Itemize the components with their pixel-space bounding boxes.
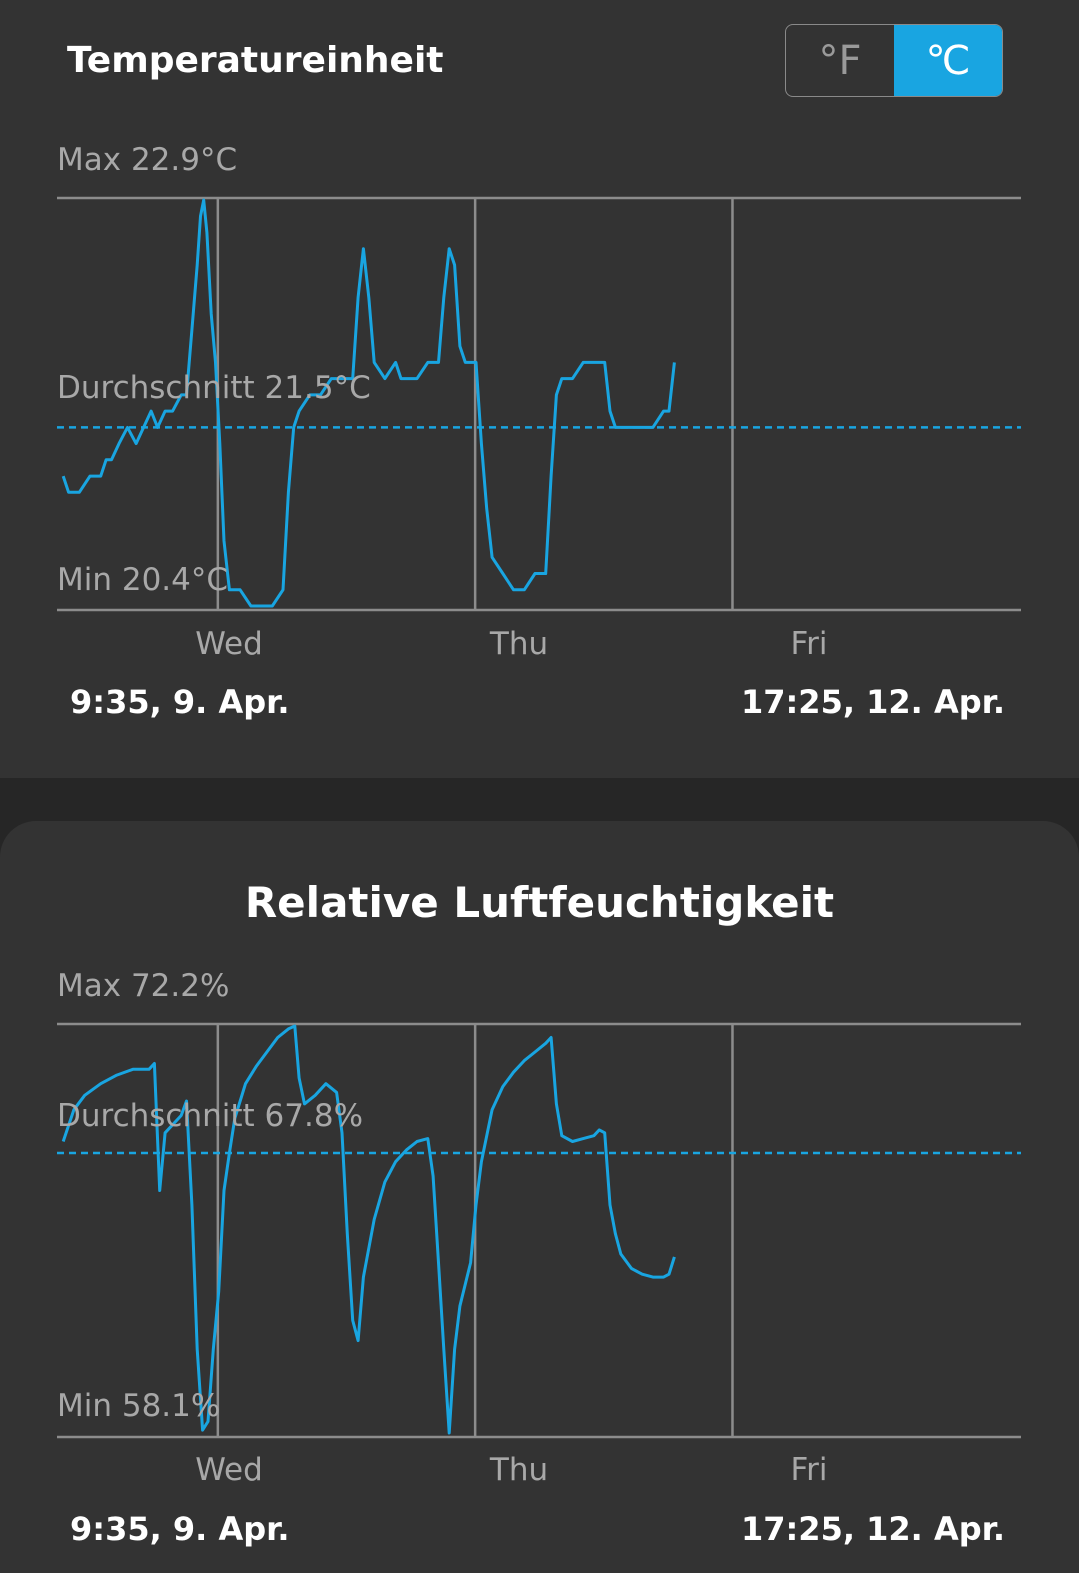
humidity-max-label: Max 72.2% <box>57 968 230 1004</box>
humidity-day-thu: Thu <box>489 1452 549 1488</box>
temperature-title: Temperatureinheit <box>67 40 444 81</box>
humidity-range-end: 17:25, 12. Apr. <box>740 1510 1005 1548</box>
humidity-range-start: 9:35, 9. Apr. <box>70 1510 290 1548</box>
humidity-series-line <box>61 1024 676 1435</box>
temperature-day-thu: Thu <box>489 626 549 662</box>
unit-toggle[interactable]: °F ℃ <box>785 24 1003 97</box>
temperature-range-end: 17:25, 12. Apr. <box>740 683 1005 721</box>
temperature-range-start: 9:35, 9. Apr. <box>70 683 290 721</box>
temperature-day-wed: Wed <box>195 626 263 662</box>
temperature-avg-label: Durchschnitt 21.5°C <box>57 370 371 406</box>
temperature-chart <box>57 196 1021 612</box>
humidity-day-wed: Wed <box>195 1452 263 1488</box>
temperature-max-label: Max 22.9°C <box>57 142 238 178</box>
humidity-card <box>0 821 1079 1573</box>
temperature-series-line <box>61 198 676 608</box>
humidity-title: Relative Luftfeuchtigkeit <box>244 878 835 927</box>
humidity-avg-label: Durchschnitt 67.8% <box>57 1098 364 1134</box>
fahrenheit-option[interactable]: °F <box>818 37 862 84</box>
humidity-min-label: Min 58.1% <box>57 1388 221 1424</box>
humidity-chart <box>57 1022 1021 1439</box>
humidity-day-fri: Fri <box>790 1452 828 1488</box>
temperature-min-label: Min 20.4°C <box>57 562 229 598</box>
temperature-day-fri: Fri <box>790 626 828 662</box>
temperature-card <box>0 0 1079 778</box>
celsius-option[interactable]: ℃ <box>894 25 1002 96</box>
